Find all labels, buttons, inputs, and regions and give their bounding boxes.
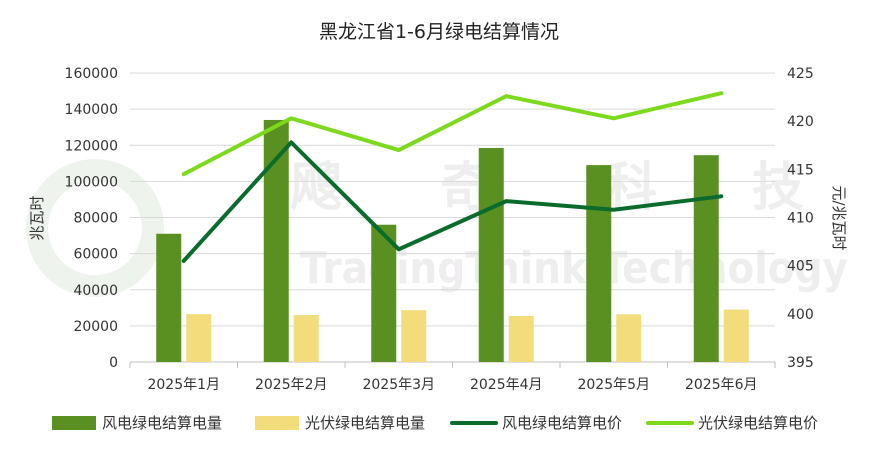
legend-label: 风电绿电结算电量 bbox=[102, 414, 222, 432]
wind-volume-bar bbox=[371, 224, 397, 362]
y-tick-label-right: 415 bbox=[787, 162, 814, 178]
legend-swatch bbox=[255, 416, 299, 430]
x-tick-label: 2025年5月 bbox=[577, 377, 650, 393]
legend-label: 光伏绿电结算电价 bbox=[698, 414, 818, 432]
y-tick-label-left: 140000 bbox=[65, 102, 118, 118]
x-tick-label: 2025年4月 bbox=[470, 377, 543, 393]
y-tick-label-left: 80000 bbox=[73, 211, 118, 227]
y-tick-label-left: 160000 bbox=[65, 66, 118, 82]
y-tick-label-right: 405 bbox=[787, 259, 814, 275]
y-tick-label-right: 425 bbox=[787, 66, 814, 82]
wind-price-line bbox=[181, 140, 724, 263]
wind-volume-bar bbox=[586, 165, 612, 362]
gridlines bbox=[130, 72, 775, 363]
y-tick-label-right: 400 bbox=[787, 307, 814, 323]
solar-price-line bbox=[181, 91, 724, 177]
wind-volume-bar bbox=[156, 233, 182, 362]
watermark-char-4: 技 bbox=[752, 158, 804, 218]
wind-volume-bar bbox=[478, 147, 504, 362]
y-axis-right-title: 元/兆瓦时 bbox=[830, 185, 848, 250]
legend-label: 光伏绿电结算电量 bbox=[305, 414, 425, 432]
solar-volume-bar bbox=[293, 315, 319, 362]
x-axis: 2025年1月 2025年2月 2025年3月 2025年4月 2025年5月 2025年… bbox=[129, 361, 776, 393]
wind-volume-bar bbox=[693, 155, 719, 362]
lines-layer bbox=[181, 91, 724, 263]
legend-swatch bbox=[52, 416, 96, 430]
solar-volume-bar bbox=[723, 309, 749, 362]
legend: 风电绿电结算电量 光伏绿电结算电量 风电绿电结算电价 光伏绿电结算电价 bbox=[52, 414, 818, 432]
y-axis-left-title: 兆瓦时 bbox=[28, 195, 46, 240]
y-tick-label-right: 420 bbox=[787, 114, 814, 130]
y-tick-label-left: 0 bbox=[109, 355, 118, 371]
y-tick-label-left: 20000 bbox=[73, 319, 118, 335]
watermark-logo-ring bbox=[26, 159, 164, 297]
y-tick-label-left: 120000 bbox=[65, 138, 118, 154]
y-axis-left: 0 20000 40000 60000 80000 100000 120000 140000 1… bbox=[65, 66, 118, 371]
x-tick-label: 2025年2月 bbox=[255, 377, 328, 393]
y-tick-label-left: 60000 bbox=[73, 247, 118, 263]
y-tick-label-left: 100000 bbox=[65, 174, 118, 190]
y-axis-right: 395 400 405 410 415 420 425 bbox=[787, 66, 814, 371]
solar-volume-bar bbox=[616, 314, 642, 362]
chart-title: 黑龙江省1-6月绿电结算情况 bbox=[319, 21, 559, 43]
y-tick-label-right: 395 bbox=[787, 355, 814, 371]
y-tick-label-right: 410 bbox=[787, 211, 814, 227]
solar-volume-bar bbox=[186, 314, 212, 362]
x-tick-label: 2025年3月 bbox=[362, 377, 435, 393]
solar-volume-bar bbox=[508, 315, 534, 362]
bars-layer bbox=[156, 119, 749, 363]
y-tick-label-left: 40000 bbox=[73, 283, 118, 299]
x-tick-label: 2025年1月 bbox=[147, 377, 220, 393]
x-tick-label: 2025年6月 bbox=[685, 377, 758, 393]
solar-volume-bar bbox=[401, 310, 427, 362]
legend-label: 风电绿电结算电价 bbox=[502, 414, 622, 432]
